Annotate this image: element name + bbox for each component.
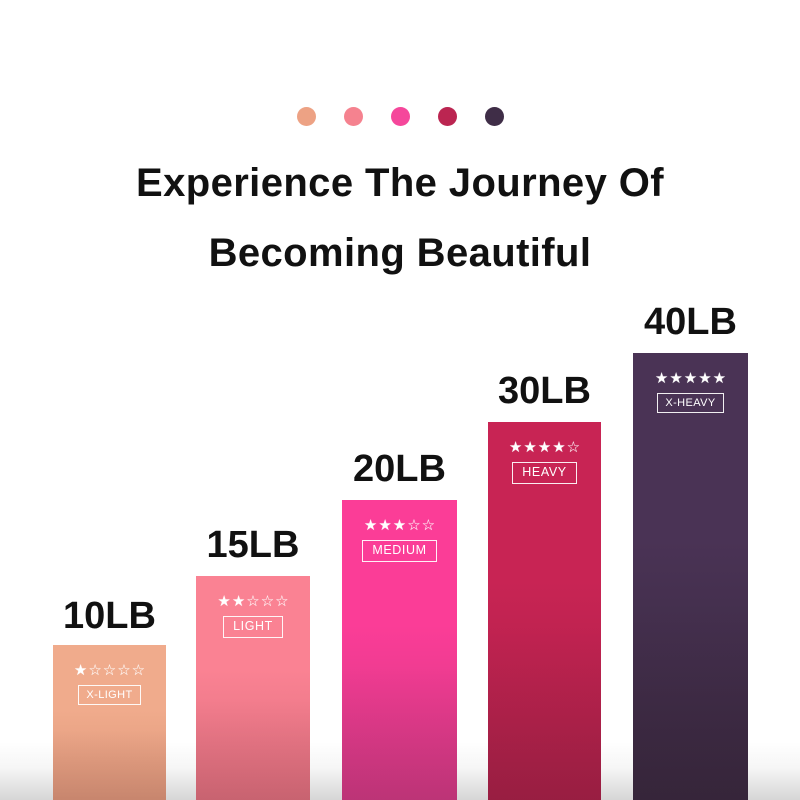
bar-10lb-info: ★ ☆ ☆ ☆ ☆ X-LIGHT: [53, 663, 166, 706]
page-title: Experience The Journey Of Becoming Beaut…: [0, 148, 800, 288]
star-filled-icon: ★: [217, 593, 231, 610]
bar-20lb-weight-label: 20LB: [353, 448, 446, 490]
star-filled-icon: ★: [552, 439, 566, 456]
bar-15lb[interactable]: ★ ★ ☆ ☆ ☆ LIGHT: [196, 576, 310, 800]
star-filled-icon: ★: [508, 439, 523, 456]
bar-10lb-column: 10LB ★ ☆ ☆ ☆ ☆ X-LIGHT: [53, 597, 166, 800]
star-filled-icon: ★: [669, 370, 683, 387]
star-filled-icon: ★: [712, 370, 727, 387]
star-filled-icon: ★: [654, 370, 669, 387]
star-empty-icon: ☆: [407, 517, 421, 534]
star-filled-icon: ★: [523, 439, 537, 456]
bar-40lb-column: 40LB ★ ★ ★ ★ ★ X-HEAVY: [633, 303, 748, 800]
bar-10lb-grade-badge: X-LIGHT: [78, 685, 141, 706]
bar-20lb-info: ★ ★ ★ ☆ ☆ MEDIUM: [342, 518, 457, 562]
star-empty-icon: ☆: [275, 593, 289, 610]
bar-20lb-rating-stars: ★ ★ ★ ☆ ☆: [364, 518, 435, 533]
dot-medium: [390, 107, 410, 126]
star-filled-icon: ★: [683, 370, 698, 387]
dot-light: [343, 107, 363, 126]
dot-x-light: [296, 107, 316, 126]
headline-line-2: Becoming Beautiful: [208, 231, 592, 275]
dot-x-heavy: [484, 107, 504, 126]
star-filled-icon: ★: [698, 370, 712, 387]
star-empty-icon: ☆: [566, 439, 581, 456]
bar-20lb-column: 20LB ★ ★ ★ ☆ ☆ MEDIUM: [342, 450, 457, 800]
bar-30lb-column: 30LB ★ ★ ★ ★ ☆ HEAVY: [488, 372, 601, 800]
dot-heavy: [437, 107, 457, 126]
star-filled-icon: ★: [378, 517, 392, 534]
star-empty-icon: ☆: [421, 517, 436, 534]
bar-40lb[interactable]: ★ ★ ★ ★ ★ X-HEAVY: [633, 353, 748, 800]
bar-15lb-rating-stars: ★ ★ ☆ ☆ ☆: [217, 594, 288, 609]
star-empty-icon: ☆: [102, 662, 117, 679]
bar-40lb-rating-stars: ★ ★ ★ ★ ★: [655, 371, 726, 386]
bar-20lb[interactable]: ★ ★ ★ ☆ ☆ MEDIUM: [342, 500, 457, 800]
bar-10lb[interactable]: ★ ☆ ☆ ☆ ☆ X-LIGHT: [53, 645, 166, 800]
star-empty-icon: ☆: [131, 662, 146, 679]
star-empty-icon: ☆: [88, 662, 102, 679]
bar-30lb-info: ★ ★ ★ ★ ☆ HEAVY: [488, 440, 601, 484]
bar-40lb-grade-badge: X-HEAVY: [657, 393, 724, 414]
star-filled-icon: ★: [363, 517, 378, 534]
star-filled-icon: ★: [537, 439, 552, 456]
star-filled-icon: ★: [231, 593, 246, 610]
star-filled-icon: ★: [392, 517, 407, 534]
bar-15lb-weight-label: 15LB: [206, 524, 300, 566]
bar-15lb-column: 15LB ★ ★ ☆ ☆ ☆ LIGHT: [196, 526, 310, 800]
color-swatch-row: [0, 107, 800, 126]
bar-40lb-weight-label: 40LB: [644, 301, 737, 343]
bar-30lb[interactable]: ★ ★ ★ ★ ☆ HEAVY: [488, 422, 601, 800]
bar-20lb-grade-badge: MEDIUM: [362, 540, 437, 562]
bar-15lb-grade-badge: LIGHT: [223, 616, 283, 638]
bar-30lb-weight-label: 30LB: [498, 370, 591, 412]
bar-10lb-rating-stars: ★ ☆ ☆ ☆ ☆: [74, 663, 145, 678]
bar-15lb-info: ★ ★ ☆ ☆ ☆ LIGHT: [196, 594, 310, 638]
bar-30lb-grade-badge: HEAVY: [512, 462, 577, 484]
star-empty-icon: ☆: [260, 593, 275, 610]
star-empty-icon: ☆: [246, 593, 260, 610]
headline-line-1: Experience The Journey Of: [136, 161, 664, 205]
bar-10lb-weight-label: 10LB: [63, 595, 156, 637]
star-empty-icon: ☆: [117, 662, 131, 679]
bar-30lb-rating-stars: ★ ★ ★ ★ ☆: [509, 440, 580, 455]
star-filled-icon: ★: [73, 662, 88, 679]
bar-40lb-info: ★ ★ ★ ★ ★ X-HEAVY: [633, 371, 748, 414]
